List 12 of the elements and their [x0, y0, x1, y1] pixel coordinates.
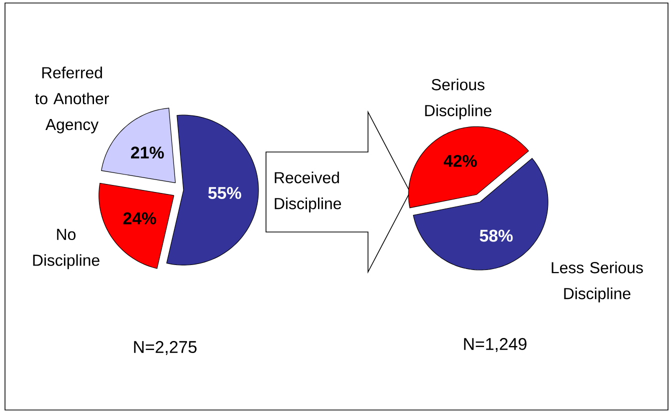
- slice-label: Referred to Another Agency: [35, 66, 109, 134]
- data-label: 21%: [131, 146, 164, 159]
- data-label: 42%: [444, 154, 477, 167]
- slice-label: No Discipline: [33, 228, 100, 270]
- text: Received Discipline: [274, 172, 342, 212]
- data-label: 24%: [123, 212, 156, 224]
- data-label: 58%: [480, 230, 513, 242]
- text: N=1,249: [464, 338, 526, 352]
- slice-label: Less Serious Discipline: [552, 262, 643, 302]
- slice-label: Serious Discipline: [425, 78, 492, 120]
- text: N=2,275: [134, 341, 197, 355]
- data-label: 55%: [208, 187, 242, 199]
